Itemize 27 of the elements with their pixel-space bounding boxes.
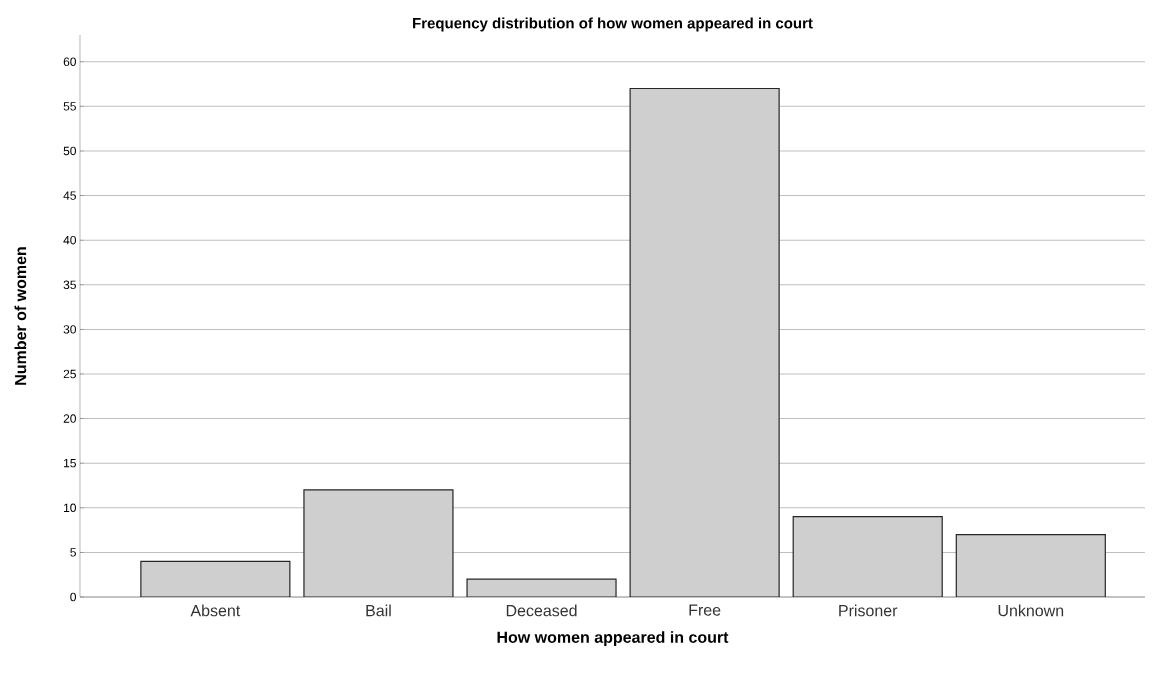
y-tick-label: 20	[63, 414, 76, 423]
y-tick-label: 50	[63, 146, 76, 156]
chart-title: Frequency distribution of how women appeared in court	[413, 17, 813, 32]
bar	[140, 560, 291, 597]
x-tick-label: Bail	[366, 604, 391, 617]
bar	[792, 516, 943, 597]
y-tick-label: 15	[64, 459, 76, 468]
y-tick-label: 10	[64, 503, 76, 513]
y-axis-title: Number of women	[14, 247, 27, 385]
y-tick-label: 55	[63, 102, 76, 111]
y-tick-label: 35	[63, 280, 76, 290]
bar	[629, 87, 780, 597]
x-axis-title: How women appeared in court	[497, 631, 729, 647]
x-tick-label: Absent	[190, 604, 241, 617]
bar	[303, 489, 454, 597]
y-tick-label: 30	[63, 325, 76, 334]
y-tick-label: 40	[63, 235, 76, 245]
y-tick-label: 60	[63, 57, 76, 66]
x-tick-label: Free	[689, 604, 721, 616]
bar	[955, 533, 1106, 597]
y-tick-label: 0	[70, 592, 76, 602]
x-tick-label: Prisoner	[839, 604, 898, 617]
x-tick-label: Deceased	[506, 604, 577, 617]
y-tick-label: 5	[70, 548, 76, 557]
y-tick-label: 25	[63, 369, 76, 379]
x-tick-label: Unknown	[998, 604, 1064, 617]
y-tick-label: 45	[63, 191, 76, 200]
